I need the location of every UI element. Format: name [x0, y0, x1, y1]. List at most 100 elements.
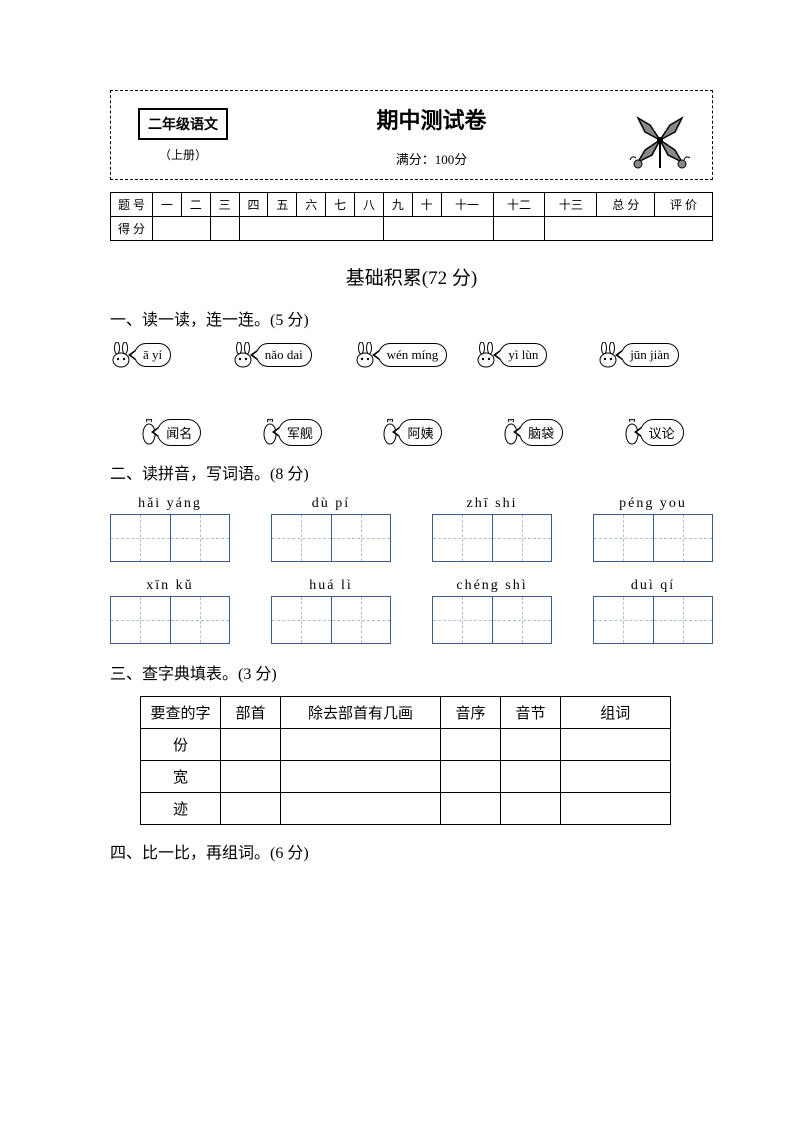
title-wrap: 期中测试卷 满分：100分 — [243, 103, 620, 168]
cell: 评 价 — [655, 193, 713, 217]
char-grid[interactable] — [110, 514, 230, 562]
cell: 六 — [297, 193, 326, 217]
dict-cell[interactable] — [281, 793, 441, 825]
dict-cell[interactable] — [561, 793, 671, 825]
dict-cell[interactable] — [221, 793, 281, 825]
main-title: 期中测试卷 — [243, 103, 620, 135]
cell: 八 — [355, 193, 384, 217]
pinyin-label: hǎi yáng — [110, 496, 230, 512]
word-bubble: 阿姨 — [398, 419, 442, 446]
dict-char: 迹 — [141, 793, 221, 825]
dict-cell[interactable] — [281, 729, 441, 761]
pinyin-label: zhī shi — [432, 496, 552, 512]
char-grid[interactable] — [271, 596, 391, 644]
cell[interactable] — [545, 217, 713, 241]
dict-cell[interactable] — [441, 761, 501, 793]
dict-header: 音序 — [441, 697, 501, 729]
full-score: 满分：100分 — [243, 149, 620, 168]
dict-cell[interactable] — [501, 729, 561, 761]
pinyin-bubble: ā yí — [134, 343, 171, 367]
windmill-icon — [620, 100, 700, 170]
cell[interactable] — [210, 217, 239, 241]
score-header-row: 题 号 一 二 三 四 五 六 七 八 九 十 十一 十二 十三 总 分 评 价 — [111, 193, 713, 217]
q4-title: 四、比一比，再组词。(6 分) — [110, 839, 713, 863]
grade-label: 二年级语文 — [138, 108, 228, 140]
dict-char: 份 — [141, 729, 221, 761]
radish-item: 脑袋 — [501, 418, 563, 446]
cell: 十一 — [441, 193, 493, 217]
score-value-row: 得 分 — [111, 217, 713, 241]
cell[interactable] — [153, 217, 211, 241]
cell[interactable] — [493, 217, 545, 241]
cell: 十二 — [493, 193, 545, 217]
cell: 七 — [326, 193, 355, 217]
dict-header: 部首 — [221, 697, 281, 729]
radish-item: 军舰 — [260, 418, 322, 446]
word-bubble: 脑袋 — [519, 419, 563, 446]
score-table: 题 号 一 二 三 四 五 六 七 八 九 十 十一 十二 十三 总 分 评 价… — [110, 192, 713, 241]
dict-cell[interactable] — [221, 761, 281, 793]
char-grid-item: zhī shi — [432, 496, 552, 562]
dict-cell[interactable] — [441, 793, 501, 825]
dict-cell[interactable] — [501, 761, 561, 793]
char-grid[interactable] — [593, 514, 713, 562]
dict-table: 要查的字 部首 除去部首有几画 音序 音节 组词 份 宽 迹 — [140, 696, 671, 825]
char-grid[interactable] — [110, 596, 230, 644]
cell: 四 — [239, 193, 268, 217]
dict-cell[interactable] — [561, 729, 671, 761]
dict-cell[interactable] — [501, 793, 561, 825]
char-grid[interactable] — [432, 514, 552, 562]
radish-item: 闻名 — [139, 418, 201, 446]
q1-title: 一、读一读，连一连。(5 分) — [110, 306, 713, 330]
q2-title: 二、读拼音，写词语。(8 分) — [110, 460, 713, 484]
bubble-item: ā yí — [110, 342, 226, 368]
char-grid-item: péng you — [593, 496, 713, 562]
bubble-item: jūn jiàn — [597, 342, 713, 368]
dict-row: 宽 — [141, 761, 671, 793]
char-grid[interactable] — [271, 514, 391, 562]
char-grid-item: huá lì — [271, 578, 391, 644]
char-grid[interactable] — [432, 596, 552, 644]
dict-header: 除去部首有几画 — [281, 697, 441, 729]
dict-header: 组词 — [561, 697, 671, 729]
dict-header-row: 要查的字 部首 除去部首有几画 音序 音节 组词 — [141, 697, 671, 729]
pinyin-label: huá lì — [271, 578, 391, 594]
word-bubble: 议论 — [640, 419, 684, 446]
cell: 九 — [383, 193, 412, 217]
section-header: 基础积累(72 分) — [110, 263, 713, 290]
dict-header: 要查的字 — [141, 697, 221, 729]
dict-header: 音节 — [501, 697, 561, 729]
word-bubble: 军舰 — [278, 419, 322, 446]
cell: 十三 — [545, 193, 597, 217]
grade-wrap: 二年级语文 （上册） — [123, 108, 243, 163]
q3-title: 三、查字典填表。(3 分) — [110, 660, 713, 684]
pinyin-bubble: jūn jiàn — [621, 343, 678, 367]
dict-cell[interactable] — [221, 729, 281, 761]
cell: 三 — [210, 193, 239, 217]
char-grid-item: xīn kǔ — [110, 578, 230, 644]
pinyin-bubble: yì lùn — [499, 343, 547, 367]
dict-cell[interactable] — [281, 761, 441, 793]
bubble-item: wén míng — [354, 342, 470, 368]
cell: 二 — [181, 193, 210, 217]
dict-cell[interactable] — [441, 729, 501, 761]
cell: 得 分 — [111, 217, 153, 241]
dict-cell[interactable] — [561, 761, 671, 793]
q1-bottom-row: 闻名 军舰 阿姨 脑袋 议论 — [110, 418, 713, 446]
header-panel: 二年级语文 （上册） 期中测试卷 满分：100分 — [110, 90, 713, 180]
cell[interactable] — [239, 217, 383, 241]
cell[interactable] — [383, 217, 493, 241]
cell: 五 — [268, 193, 297, 217]
q2-row2: xīn kǔ huá lì chéng shì duì qí — [110, 578, 713, 644]
pinyin-label: xīn kǔ — [110, 578, 230, 594]
cell: 总 分 — [597, 193, 655, 217]
pinyin-label: chéng shì — [432, 578, 552, 594]
char-grid[interactable] — [593, 596, 713, 644]
char-grid-item: dù pí — [271, 496, 391, 562]
dict-row: 份 — [141, 729, 671, 761]
radish-item: 阿姨 — [380, 418, 442, 446]
pinyin-label: péng you — [593, 496, 713, 512]
bubble-item: nǎo dai — [232, 342, 348, 368]
dict-char: 宽 — [141, 761, 221, 793]
pinyin-bubble: wén míng — [378, 343, 448, 367]
